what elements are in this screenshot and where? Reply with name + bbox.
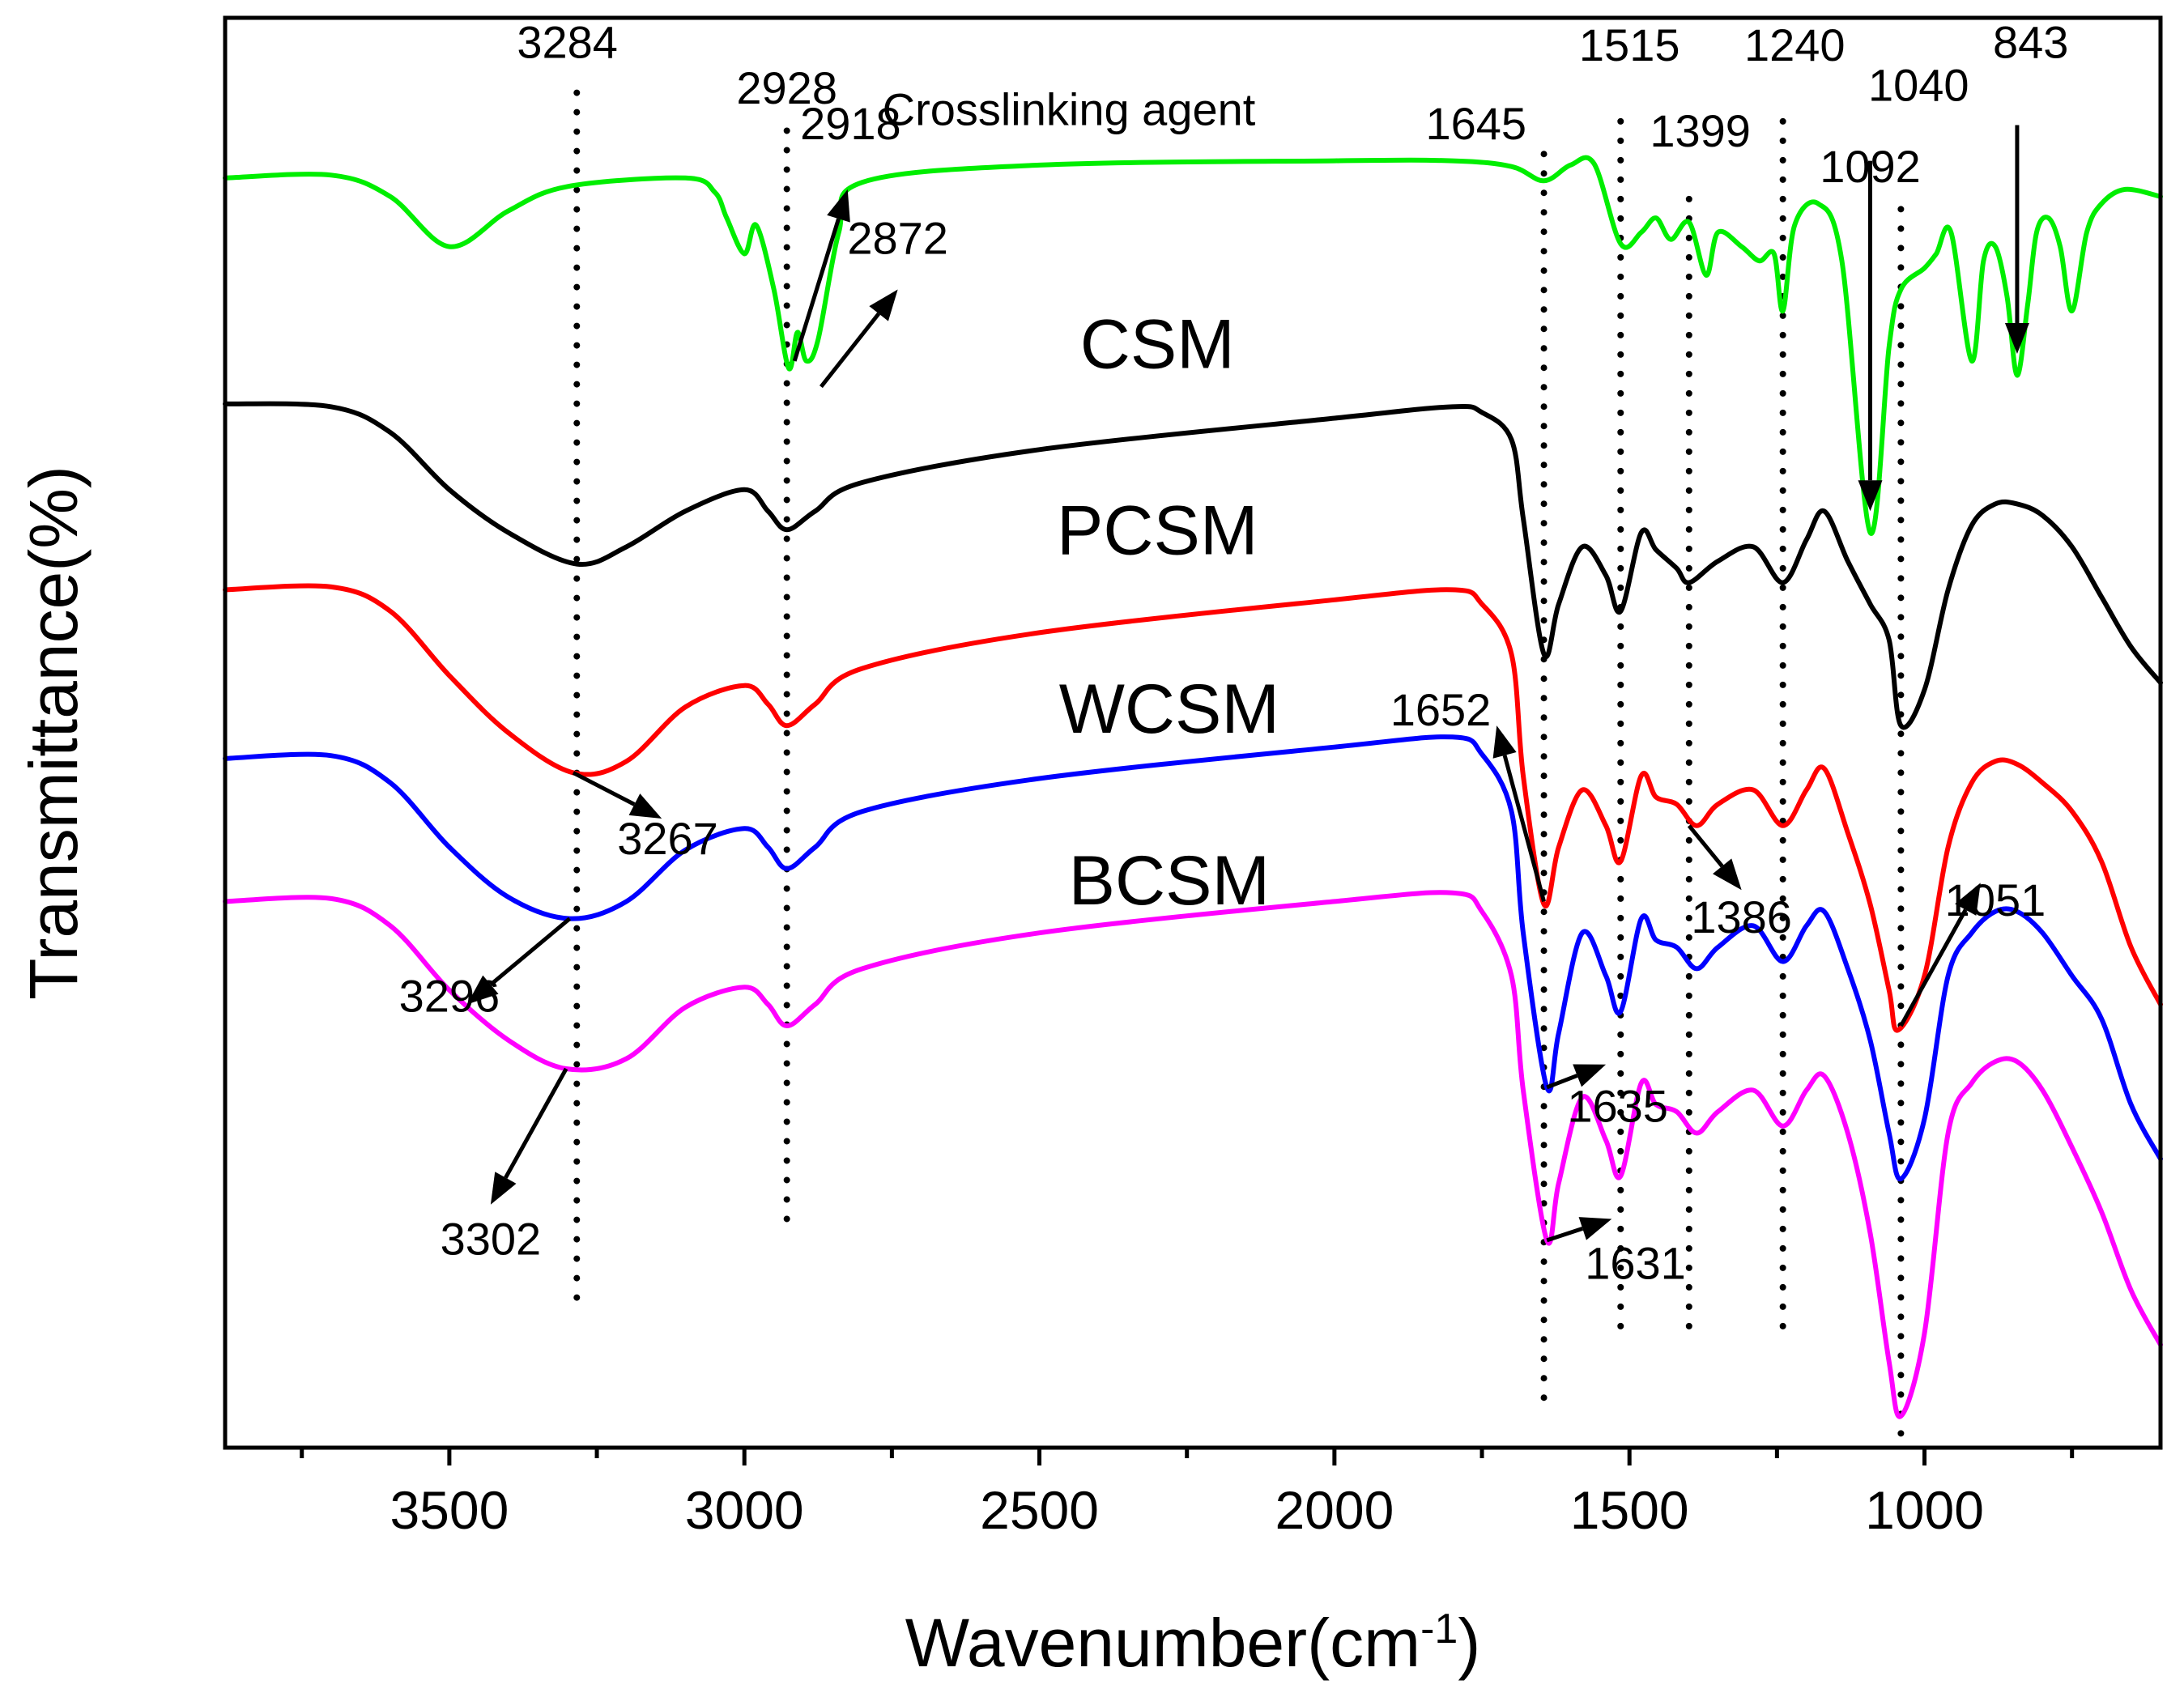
arrow-shaft-7 — [504, 1067, 568, 1179]
x-tick-label-2500: 2500 — [980, 1480, 1099, 1540]
arrow-head-11 — [1573, 1064, 1607, 1087]
arrow-head-6 — [466, 975, 499, 1005]
reference-lines — [573, 79, 1905, 1437]
arrow-shaft-8 — [1502, 755, 1546, 903]
peak-label-3267: 3267 — [617, 813, 718, 864]
arrow-head-12 — [1578, 1217, 1612, 1240]
arrows — [466, 125, 2029, 1243]
x-axis-title-close: ) — [1458, 1605, 1480, 1681]
series-line-crosslinking-agent — [223, 155, 2163, 536]
series-label-crosslinking-agent: Crosslinking agent — [883, 83, 1256, 134]
peak-label-1399: 1399 — [1650, 105, 1751, 156]
arrow-head-10 — [1955, 883, 1981, 916]
peak-label-1240: 1240 — [1744, 19, 1846, 70]
x-tick-label-3500: 3500 — [390, 1480, 509, 1540]
series-line-bcsm — [223, 890, 2163, 1419]
peak-label-1652: 1652 — [1390, 684, 1492, 735]
plot-frame — [223, 15, 2163, 1450]
y-axis-title: Transmittance(%) — [15, 466, 92, 1000]
series-label-pcsm: PCSM — [1057, 491, 1258, 569]
peak-label-1040: 1040 — [1868, 59, 1969, 110]
peak-label-843: 843 — [1993, 16, 2068, 67]
series-label-wcsm: WCSM — [1059, 670, 1279, 748]
peak-label-1386: 1386 — [1691, 891, 1792, 942]
x-tick-label-3000: 3000 — [685, 1480, 804, 1540]
x-axis-title: Wavenumber(cm-1) — [905, 1605, 1481, 1681]
series-label-csm: CSM — [1080, 306, 1235, 384]
x-tick-label-1000: 1000 — [1865, 1480, 1984, 1540]
arrow-shaft-1 — [792, 218, 841, 362]
arrow-head-4 — [2004, 323, 2029, 355]
x-axis-ticks: 3500 3000 2500 2000 1500 1000 — [300, 1448, 2075, 1540]
arrow-head-9 — [1713, 858, 1742, 891]
peak-label-1631: 1631 — [1585, 1238, 1686, 1289]
peak-label-3284: 3284 — [517, 16, 618, 67]
arrow-head-3 — [1858, 480, 1883, 512]
arrow-shaft-5 — [572, 771, 636, 806]
arrow-shaft-10 — [1899, 908, 1968, 1027]
x-tick-label-1500: 1500 — [1570, 1480, 1689, 1540]
peak-label-3296: 3296 — [399, 970, 500, 1021]
peak-label-1092: 1092 — [1820, 141, 1921, 192]
peak-label-2928: 2928 — [736, 62, 837, 113]
series-label-bcsm: BCSM — [1069, 842, 1270, 920]
series-line-csm — [223, 401, 2163, 730]
arrow-head-7 — [490, 1172, 517, 1205]
arrow-shaft-2 — [819, 312, 881, 389]
series-line-wcsm — [223, 734, 2163, 1181]
x-tick-label-2000: 2000 — [1275, 1480, 1394, 1540]
peak-label-1645: 1645 — [1425, 98, 1526, 149]
arrow-head-1 — [827, 189, 850, 223]
arrow-head-5 — [628, 793, 662, 819]
peak-label-2872: 2872 — [847, 212, 948, 263]
arrow-shaft-12 — [1546, 1226, 1584, 1243]
peak-label-1635: 1635 — [1567, 1080, 1668, 1131]
arrow-shaft-6 — [489, 917, 572, 987]
arrow-head-8 — [1492, 725, 1517, 759]
arrow-shaft-9 — [1687, 824, 1724, 868]
peak-label-2918: 2918 — [800, 98, 901, 149]
series-lines — [223, 155, 2163, 1419]
peak-label-1515: 1515 — [1579, 19, 1680, 70]
x-axis-title-main: Wavenumber(cm — [905, 1605, 1420, 1681]
x-axis-title-superscript: -1 — [1420, 1606, 1458, 1653]
peak-label-1051: 1051 — [1945, 874, 2046, 925]
arrow-head-2 — [869, 289, 898, 321]
peak-label-3302: 3302 — [441, 1214, 542, 1265]
series-line-pcsm — [223, 583, 2163, 1033]
series-labels: Crosslinking agent CSM PCSM WCSM BCSM — [883, 83, 1279, 919]
arrow-shaft-11 — [1546, 1074, 1578, 1090]
